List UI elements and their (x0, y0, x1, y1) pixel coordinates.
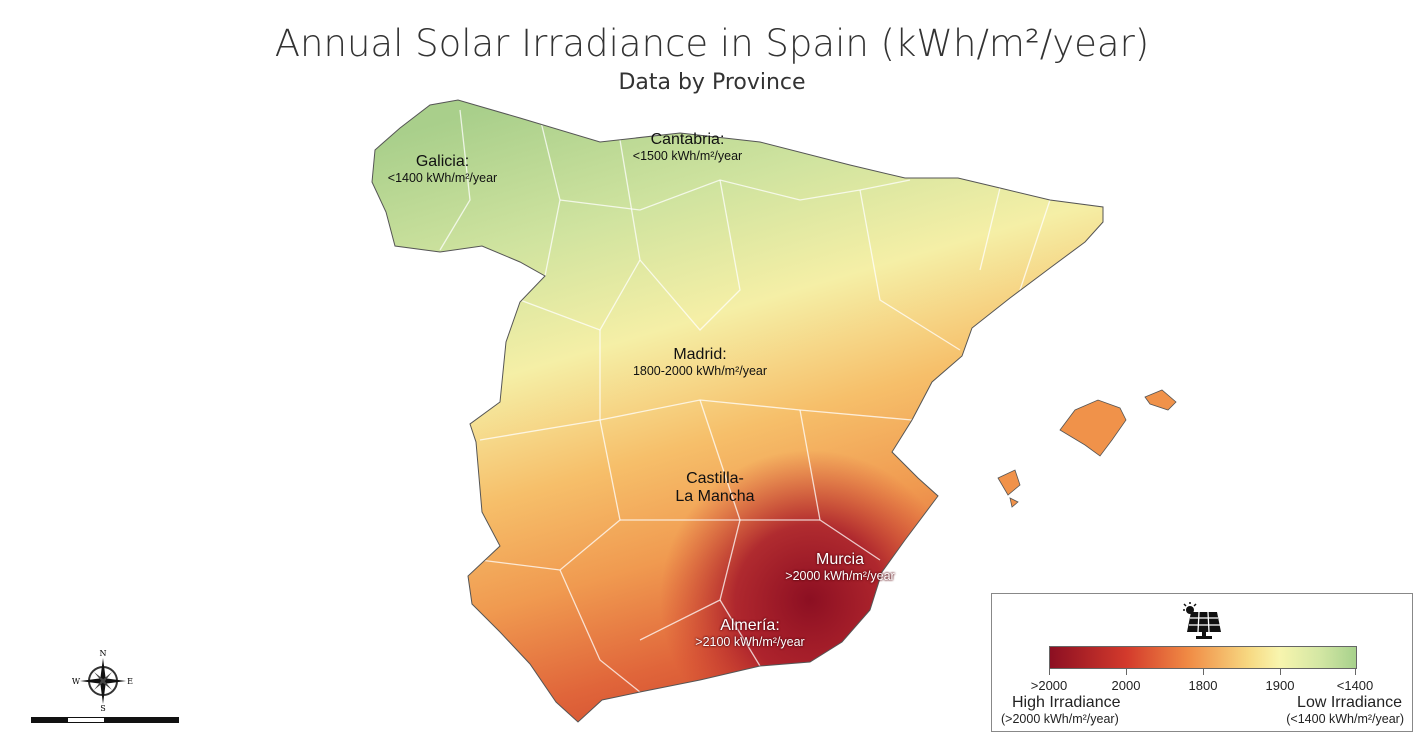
label-castilla-name: Castilla- (686, 470, 744, 487)
label-cantabria: Cantabria: <1500 kWh/m²/year (610, 131, 765, 164)
label-cantabria-name: Cantabria: (650, 131, 725, 148)
label-castilla-name2: La Mancha (675, 488, 755, 506)
label-cantabria-value: <1500 kWh/m²/year (632, 149, 743, 164)
ibiza-island (997, 469, 1021, 508)
compass-rose-icon: N S E W (72, 650, 133, 712)
compass-e: E (127, 677, 133, 686)
legend-tick: >2000 (1030, 678, 1068, 693)
legend-low-sub: (<1400 kWh/m²/year) (1286, 712, 1404, 726)
mallorca-island (1059, 399, 1127, 457)
menorca-island (1144, 389, 1177, 411)
legend-tick: 1900 (1265, 678, 1295, 693)
legend-tick: 2000 (1111, 678, 1141, 693)
legend-tick: 1800 (1188, 678, 1218, 693)
label-murcia-value: >2000 kWh/m²/year (785, 569, 895, 584)
legend-tick: <1400 (1336, 678, 1374, 693)
scale-bar (31, 717, 179, 723)
label-almeria-value: >2100 kWh/m²/year (695, 635, 805, 650)
map-subtitle: Data by Province (618, 70, 806, 95)
compass-s: S (100, 704, 105, 712)
label-galicia: Galicia: <1400 kWh/m²/year (365, 153, 520, 186)
legend: >2000 2000 1800 1900 <1400 High Irradian… (991, 593, 1413, 732)
map-title: Annual Solar Irradiance in Spain (kWh/m²… (274, 22, 1150, 65)
label-madrid-value: 1800-2000 kWh/m²/year (632, 364, 768, 379)
label-madrid-name: Madrid: (673, 346, 727, 363)
legend-high-sub: (>2000 kWh/m²/year) (1001, 712, 1119, 726)
label-castilla-la-mancha: Castilla- La Mancha (640, 470, 790, 507)
label-murcia: Murcia >2000 kWh/m²/year (770, 551, 910, 584)
compass-w: W (72, 677, 81, 686)
solar-panel-icon (1183, 602, 1221, 639)
label-almeria-name: Almería: (720, 617, 780, 634)
legend-low-label: Low Irradiance (1297, 694, 1402, 711)
legend-high-label: High Irradiance (1012, 694, 1121, 711)
color-scale-bar (1049, 646, 1357, 669)
label-galicia-value: <1400 kWh/m²/year (387, 171, 498, 186)
label-galicia-name: Galicia: (415, 153, 470, 170)
label-murcia-name: Murcia (815, 551, 864, 568)
label-madrid: Madrid: 1800-2000 kWh/m²/year (610, 346, 790, 379)
label-almeria: Almería: >2100 kWh/m²/year (680, 617, 820, 650)
compass-n: N (100, 650, 107, 658)
